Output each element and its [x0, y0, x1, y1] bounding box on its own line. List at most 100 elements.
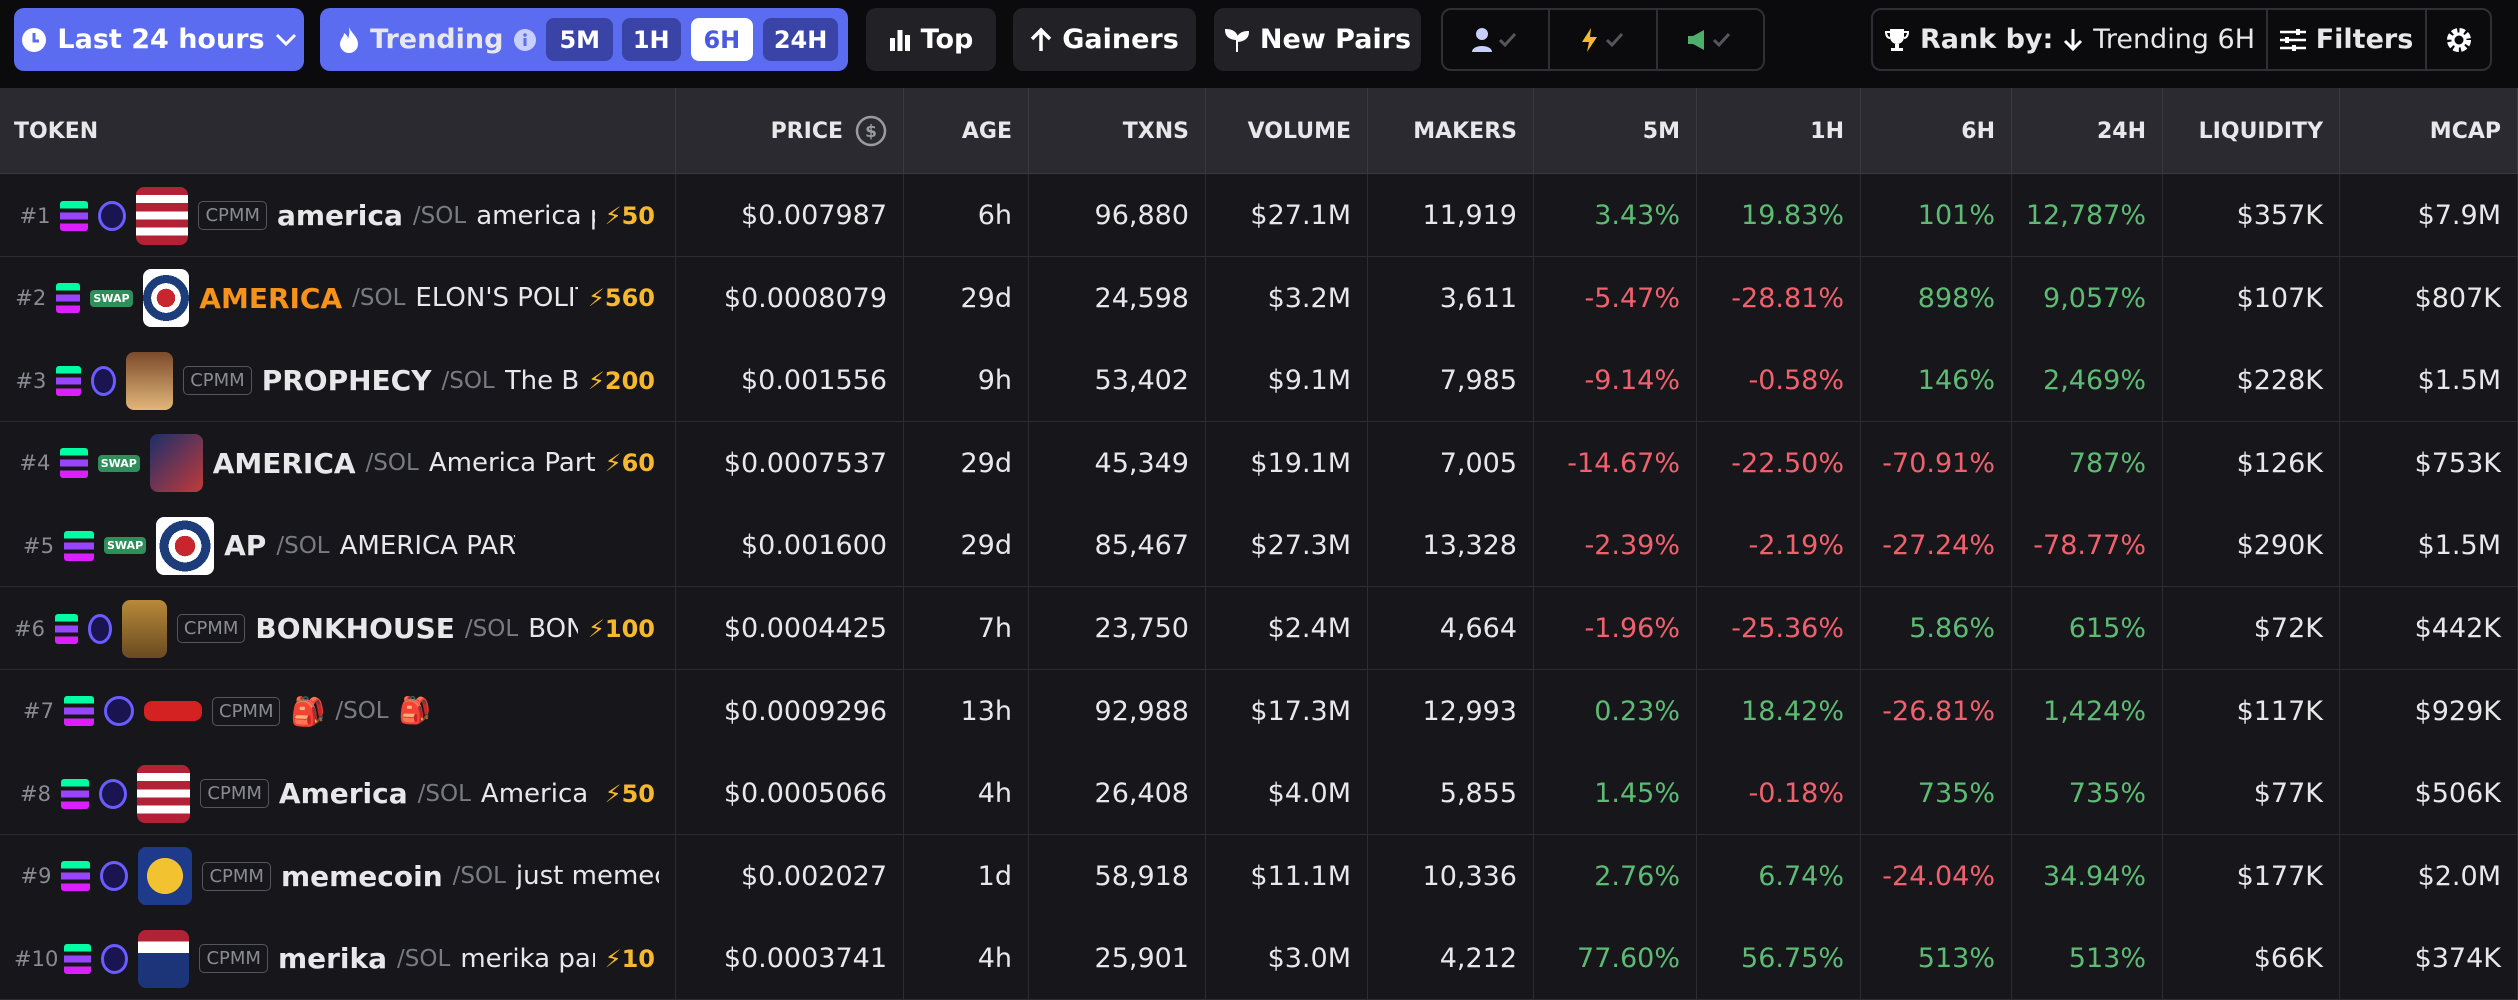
table-cell: 787% [2012, 421, 2163, 505]
table-cell: $9.1M [1206, 339, 1368, 423]
token-row[interactable]: #7 CPMM 🎒 /SOL 🎒 $0.0009296 13h 92,988 $17.3M 12,… [0, 669, 2518, 753]
ads-toggle[interactable] [1658, 10, 1763, 69]
filters-button[interactable]: Filters [2268, 10, 2427, 69]
token-row[interactable]: #4 SWAP AMERICA/SOL America Party ⚡60 $0.0007… [0, 421, 2518, 505]
chain-icon [61, 861, 90, 892]
token-row[interactable]: #8 CPMM America/SOL America I ⚡50 $0.0005066 4… [0, 752, 2518, 836]
token-cell: #7 CPMM 🎒 /SOL 🎒 [0, 669, 676, 753]
table-cell: 25,901 [1029, 917, 1206, 1000]
column-header[interactable]: 24H [2012, 88, 2163, 174]
time-range-label: Last 24 hours [57, 24, 265, 55]
table-cell: $506K [2340, 752, 2518, 836]
table-cell: 6.74% [1697, 834, 1861, 918]
token-row[interactable]: #6 CPMM BONKHOUSE/SOL BONI ⚡100 $0.00044257h2… [0, 587, 2518, 670]
column-label: TXNS [1122, 118, 1189, 144]
token-cell: #6 CPMM BONKHOUSE/SOL BONI ⚡100 [0, 587, 676, 670]
chain-icon [54, 613, 78, 644]
period-button[interactable]: 5M [546, 18, 614, 61]
chain-icon [64, 943, 91, 974]
column-header[interactable]: 6H [1861, 88, 2012, 174]
table-cell: 29d [904, 504, 1029, 588]
table-cell: $0.0009296 [676, 669, 904, 753]
token-name: ELON'S POLITIC [415, 283, 578, 314]
top-button[interactable]: Top [866, 8, 996, 71]
column-header[interactable]: 1H [1697, 88, 1861, 174]
table-cell: $17.3M [1206, 669, 1368, 753]
rank: #4 [19, 451, 51, 476]
table-cell: 34.94% [2012, 834, 2163, 918]
rank-by-button[interactable]: Rank by: Trending 6H [1873, 10, 2268, 69]
table-cell: 26,408 [1029, 752, 1206, 836]
new-pairs-button[interactable]: New Pairs [1214, 8, 1421, 71]
trending-button[interactable]: Trending [338, 8, 537, 71]
table-cell: 56.75% [1697, 917, 1861, 1000]
chain-icon [56, 283, 81, 314]
gainers-button[interactable]: Gainers [1013, 8, 1196, 71]
period-button[interactable]: 1H [621, 18, 681, 61]
table-cell: $27.3M [1206, 504, 1368, 588]
period-button[interactable]: 6H [690, 18, 754, 61]
table-cell: $0.001600 [676, 504, 904, 588]
table-cell: 96,880 [1029, 174, 1206, 257]
table-cell: -5.47% [1534, 256, 1697, 340]
column-label: LIQUIDITY [2198, 118, 2323, 144]
bars-icon [889, 29, 910, 51]
quote-symbol: /SOL [452, 863, 506, 890]
table-cell: -0.18% [1697, 752, 1861, 836]
table-cell: -2.19% [1697, 504, 1861, 588]
column-header[interactable]: PRICE $ [676, 88, 904, 174]
table-cell: 6h [904, 174, 1029, 257]
token-name: AMERICA PARTY [339, 530, 515, 561]
table-cell: $72K [2163, 587, 2340, 670]
table-cell: 4,664 [1368, 587, 1534, 670]
token-row[interactable]: #3 CPMM PROPHECY/SOL The Bo ⚡200 $0.0015569h5… [0, 339, 2518, 423]
token-row[interactable]: #1 CPMM america/SOL america p ⚡50 $0.007987 6h… [0, 174, 2518, 257]
boost-toggle[interactable] [1550, 10, 1658, 69]
table-cell: -2.39% [1534, 504, 1697, 588]
currency-toggle[interactable]: $ [855, 115, 887, 147]
column-header[interactable]: MAKERS [1368, 88, 1534, 174]
token-name: BONI [528, 613, 578, 644]
rank-group: Rank by: Trending 6H Filters [1871, 8, 2492, 71]
table-cell: 12,787% [2012, 174, 2163, 257]
table-cell: $7.9M [2340, 174, 2518, 257]
table-cell: $1.5M [2340, 339, 2518, 423]
token-row[interactable]: #10 CPMM merika/SOL merika part ⚡10 $0.000374… [0, 917, 2518, 1000]
trending-label: Trending [370, 24, 504, 55]
time-range-button[interactable]: Last 24 hours [14, 8, 304, 71]
settings-button[interactable] [2427, 10, 2490, 69]
token-image [136, 764, 191, 823]
column-header[interactable]: VOLUME [1206, 88, 1368, 174]
period-button[interactable]: 24H [762, 18, 839, 61]
table-cell: -28.81% [1697, 256, 1861, 340]
token-image [137, 929, 190, 988]
chain-icon [60, 448, 88, 479]
column-header[interactable]: AGE [904, 88, 1029, 174]
token-image [126, 351, 174, 410]
table-cell: 29d [904, 421, 1029, 505]
column-label: PRICE [770, 118, 843, 144]
column-header[interactable]: TXNS [1029, 88, 1206, 174]
profile-toggle[interactable] [1443, 10, 1551, 69]
table-cell: 23,750 [1029, 587, 1206, 670]
boost: ⚡100 [588, 614, 655, 643]
table-cell: 13h [904, 669, 1029, 753]
rank: #2 [15, 286, 47, 311]
table-cell: 898% [1861, 256, 2012, 340]
token-row[interactable]: #2 SWAP AMERICA/SOL ELON'S POLITIC ⚡560 $0.00… [0, 256, 2518, 340]
column-header[interactable]: MCAP [2340, 88, 2518, 174]
column-header[interactable]: TOKEN [0, 88, 676, 174]
column-header[interactable]: 5M [1534, 88, 1697, 174]
boost-count: 50 [621, 779, 655, 808]
token-row[interactable]: #5 SWAP AP/SOL AMERICA PARTY $0.00160029d85,… [0, 504, 2518, 588]
token-row[interactable]: #9 CPMM memecoin/SOL just memec $0.002027 1d 5… [0, 834, 2518, 918]
rank: #3 [15, 368, 47, 393]
table-cell: 7h [904, 587, 1029, 670]
table-cell: $4.0M [1206, 752, 1368, 836]
table-cell: 5.86% [1861, 587, 2012, 670]
column-header[interactable]: LIQUIDITY [2163, 88, 2340, 174]
token-cell: #4 SWAP AMERICA/SOL America Party ⚡60 [0, 421, 676, 505]
chain-icon [64, 530, 94, 561]
table-cell: $66K [2163, 917, 2340, 1000]
table-cell: 513% [2012, 917, 2163, 1000]
